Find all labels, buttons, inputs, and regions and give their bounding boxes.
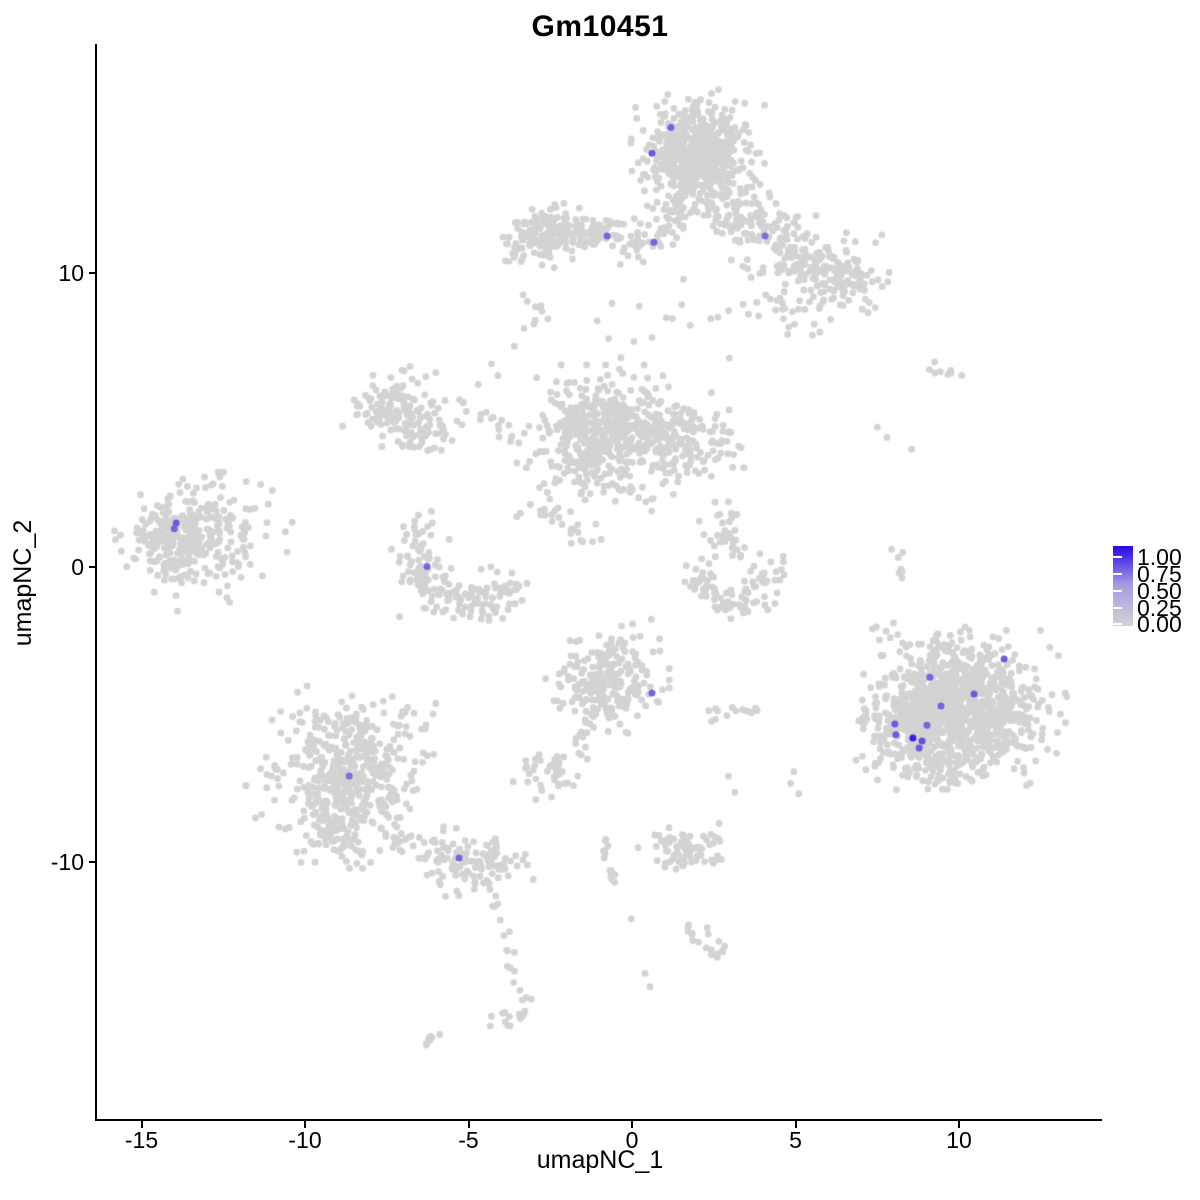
y-tick-label: 10 [58, 259, 84, 286]
y-tick-label: -10 [50, 848, 84, 875]
legend-label: 0.50 [1137, 578, 1182, 604]
x-tick-mark [794, 1121, 797, 1128]
y-tick-mark [89, 271, 96, 274]
x-tick-label: -10 [288, 1127, 322, 1153]
y-tick-label: 0 [71, 554, 84, 580]
y-axis-title: umapNC_2 [9, 519, 37, 647]
legend-label: 0.25 [1137, 595, 1182, 621]
legend-label: 1.00 [1137, 544, 1182, 570]
legend-label: 0.00 [1137, 611, 1182, 637]
x-tick-label: 10 [946, 1127, 972, 1153]
x-tick-label: -15 [124, 1127, 159, 1153]
legend-tick [1113, 623, 1122, 625]
expression-legend: 1.00 0.75 0.50 0.25 0.00 [1113, 544, 1193, 637]
x-tick-mark [304, 1121, 306, 1128]
legend-colorbar [1113, 546, 1133, 626]
legend-tick [1113, 607, 1122, 609]
x-tick-label: 0 [625, 1127, 639, 1153]
legend-tick [1113, 573, 1122, 575]
x-tick-label: 5 [789, 1127, 802, 1153]
y-tick-mark [89, 860, 96, 863]
x-tick-mark [958, 1121, 960, 1128]
x-tick-label: -5 [458, 1127, 479, 1153]
x-tick-mark [631, 1121, 633, 1128]
y-tick-mark [89, 566, 96, 568]
x-axis-title: umapNC_1 [536, 1146, 664, 1174]
legend-tick [1113, 590, 1122, 592]
legend-tick [1113, 556, 1122, 558]
plot-title: Gm10451 [531, 10, 669, 43]
x-axis-line [95, 1119, 1102, 1121]
x-tick-mark [467, 1121, 470, 1128]
legend-label: 0.75 [1137, 561, 1182, 587]
x-tick-mark [140, 1121, 143, 1128]
y-axis-line [95, 44, 97, 1121]
